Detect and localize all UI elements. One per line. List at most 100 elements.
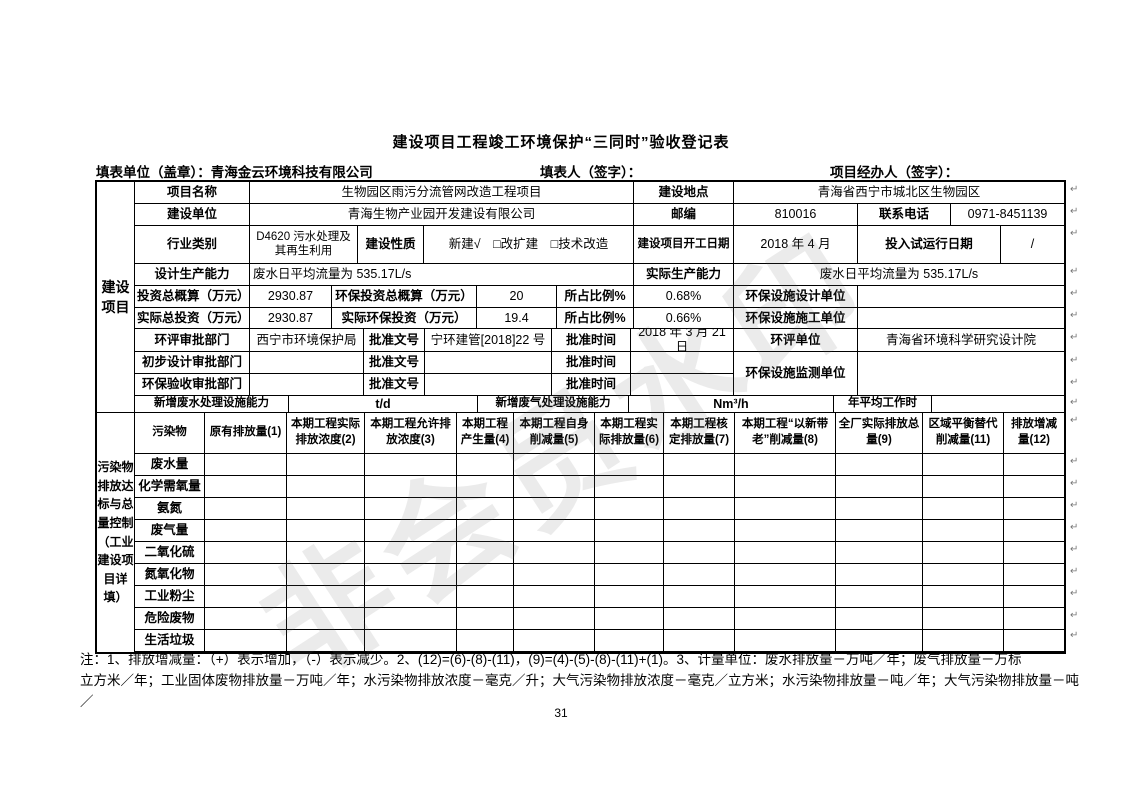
build-unit-value: 青海生物产业园开发建设有限公司 [250, 204, 634, 226]
env-budget-label: 环保投资总概算（万元） [332, 286, 477, 308]
paragraph-mark-icon: ↵ [1070, 478, 1079, 489]
pollutant-name: 危险废物 [135, 608, 205, 630]
env-build-unit-value [858, 308, 1064, 329]
group-label-construction: 建设项目 [97, 182, 135, 413]
col-header-actual-conc: 本期工程实际排放浓度(2) [287, 413, 365, 454]
ratio-label: 所占比例% [557, 308, 634, 329]
eia-dept-label: 环评审批部门 [135, 329, 250, 352]
pollutant-name: 工业粉尘 [135, 586, 205, 608]
industry-label: 行业类别 [135, 226, 250, 264]
paragraph-mark-icon: ↵ [1070, 377, 1079, 388]
waste-water-unit: t/d [289, 396, 478, 413]
paragraph-mark-icon: ↵ [1070, 630, 1079, 641]
table-row: 设计生产能力 废水日平均流量为 535.17L/s 实际生产能力 废水日平均流量… [135, 264, 1064, 286]
paragraph-mark-icon: ↵ [1070, 184, 1079, 195]
col-header-plant-total: 全厂实际排放总量(9) [836, 413, 923, 454]
doc-no-label: 批准文号 [364, 352, 425, 374]
page-number: 31 [554, 706, 568, 720]
postcode-label: 邮编 [634, 204, 734, 226]
pollutant-name: 废水量 [135, 454, 205, 476]
pollutant-row: 化学需氧量 [135, 476, 1064, 498]
eia-unit-label: 环评单位 [734, 329, 858, 352]
build-unit-label: 建设单位 [135, 204, 250, 226]
col-header-new-old-reduction: 本期工程“以新带老”削减量(8) [735, 413, 836, 454]
table-row: 投资总概算（万元） 2930.87 环保投资总概算（万元） 20 所占比例% 0… [135, 286, 1064, 308]
page-title: 建设项目工程竣工环境保护“三同时”验收登记表 [392, 134, 730, 151]
col-header-allowed-conc: 本期工程允许排放浓度(3) [365, 413, 457, 454]
pollutant-row: 二氧化硫 [135, 542, 1064, 564]
table-row: 初步设计审批部门 批准文号 批准时间 [135, 352, 734, 374]
env-budget-value: 20 [477, 286, 557, 308]
ratio1-value: 0.68% [634, 286, 734, 308]
col-header-emission-change: 排放增减量(12) [1004, 413, 1064, 454]
pollutant-row: 废气量 [135, 520, 1064, 542]
nature-label: 建设性质 [358, 226, 424, 264]
project-name-label: 项目名称 [135, 182, 250, 204]
env-design-unit-value [858, 286, 1064, 308]
accept-dept-label: 环保验收审批部门 [135, 374, 250, 396]
eia-dept-value: 西宁市环境保护局 [250, 329, 364, 352]
phone-value: 0971-8451139 [951, 204, 1064, 226]
table-row: 新增废水处理设施能力 t/d 新增废气处理设施能力 Nm³/h 年平均工作时 [135, 396, 1064, 413]
paragraph-mark-icon: ↵ [1070, 456, 1079, 467]
eia-approve-time-value: 2018 年 3 月 21 日 [631, 329, 734, 352]
table-row: 环评审批部门 西宁市环境保护局 批准文号 宁环建管[2018]22 号 批准时间… [135, 329, 1064, 352]
eia-doc-no-value: 宁环建管[2018]22 号 [425, 329, 552, 352]
location-label: 建设地点 [634, 182, 734, 204]
pollutant-row: 氮氧化物 [135, 564, 1064, 586]
paragraph-mark-icon: ↵ [1070, 588, 1079, 599]
phone-label: 联系电话 [858, 204, 951, 226]
waste-gas-unit: Nm³/h [629, 396, 834, 413]
paragraph-mark-icon: ↵ [1070, 415, 1079, 426]
form-header-line: 填表单位（盖章）：青海金云环境科技有限公司 填表人（签字）： 项目经办人（签字）… [0, 161, 1122, 180]
actual-invest-value: 2930.87 [250, 308, 332, 329]
actual-capacity-value: 废水日平均流量为 535.17L/s [734, 264, 1064, 286]
waste-water-capacity-label: 新增废水处理设施能力 [135, 396, 289, 413]
registration-table: 建设项目 污染物排放达标与总量控制（工业建设项目详填） 项目名称 生物园区雨污分… [95, 180, 1066, 654]
waste-gas-capacity-label: 新增废气处理设施能力 [478, 396, 629, 413]
paragraph-mark-icon: ↵ [1070, 288, 1079, 299]
pollutant-name: 氮氧化物 [135, 564, 205, 586]
design-capacity-value: 废水日平均流量为 535.17L/s [250, 264, 634, 286]
pollutant-name: 生活垃圾 [135, 630, 205, 652]
table-row-group: 初步设计审批部门 批准文号 批准时间 环保验收审批部门 批准文号 批准时间 [135, 352, 1064, 396]
paragraph-mark-icon: ↵ [1070, 566, 1079, 577]
pollutant-row: 氨氮 [135, 498, 1064, 520]
pollutant-name: 氨氮 [135, 498, 205, 520]
monitor-unit-value [858, 352, 1064, 396]
paragraph-mark-icon: ↵ [1070, 355, 1079, 366]
table-row: 环保验收审批部门 批准文号 批准时间 [135, 374, 734, 396]
col-header-self-reduction: 本期工程自身削减量(5) [514, 413, 595, 454]
trial-date-label: 投入试运行日期 [858, 226, 1001, 264]
industry-value: D4620 污水处理及其再生利用 [250, 226, 358, 264]
approve-time-label: 批准时间 [552, 329, 631, 352]
paragraph-mark-icon: ↵ [1070, 310, 1079, 321]
actual-env-invest-value: 19.4 [477, 308, 557, 329]
table-row: 建设单位 青海生物产业园开发建设有限公司 邮编 810016 联系电话 0971… [135, 204, 1064, 226]
pollutant-row: 废水量 [135, 454, 1064, 476]
table-rows: 项目名称 生物园区雨污分流管网改造工程项目 建设地点 青海省西宁市城北区生物园区… [135, 182, 1064, 652]
paragraph-mark-icon: ↵ [1070, 544, 1079, 555]
actual-capacity-label: 实际生产能力 [634, 264, 734, 286]
paragraph-mark-icon: ↵ [1070, 228, 1079, 239]
accept-doc-no-value [425, 374, 552, 396]
pollutant-header-row: 污染物 原有排放量(1) 本期工程实际排放浓度(2) 本期工程允许排放浓度(3)… [135, 413, 1064, 454]
trial-date-value: / [1001, 226, 1064, 264]
location-value: 青海省西宁市城北区生物园区 [734, 182, 1064, 204]
paragraph-mark-icon: ↵ [1070, 397, 1079, 408]
env-design-unit-label: 环保设施设计单位 [734, 286, 858, 308]
col-header-produced: 本期工程产生量(4) [457, 413, 514, 454]
paragraph-mark-icon: ↵ [1070, 610, 1079, 621]
ratio2-value: 0.66% [634, 308, 734, 329]
prelim-time-value [631, 352, 734, 374]
start-date-value: 2018 年 4 月 [734, 226, 858, 264]
project-name-value: 生物园区雨污分流管网改造工程项目 [250, 182, 634, 204]
footnote-line-1: 注：1、排放增减量：（+）表示增加，（-）表示减少。2、(12)=(6)-(8)… [80, 652, 1022, 667]
work-hours-value [932, 396, 1064, 413]
col-header-approved-emission: 本期工程核定排放量(7) [664, 413, 735, 454]
approve-time-label: 批准时间 [552, 352, 631, 374]
pollutant-row: 生活垃圾 [135, 630, 1064, 652]
paragraph-mark-icon: ↵ [1070, 500, 1079, 511]
paragraph-mark-icon: ↵ [1070, 522, 1079, 533]
approve-time-label: 批准时间 [552, 374, 631, 396]
